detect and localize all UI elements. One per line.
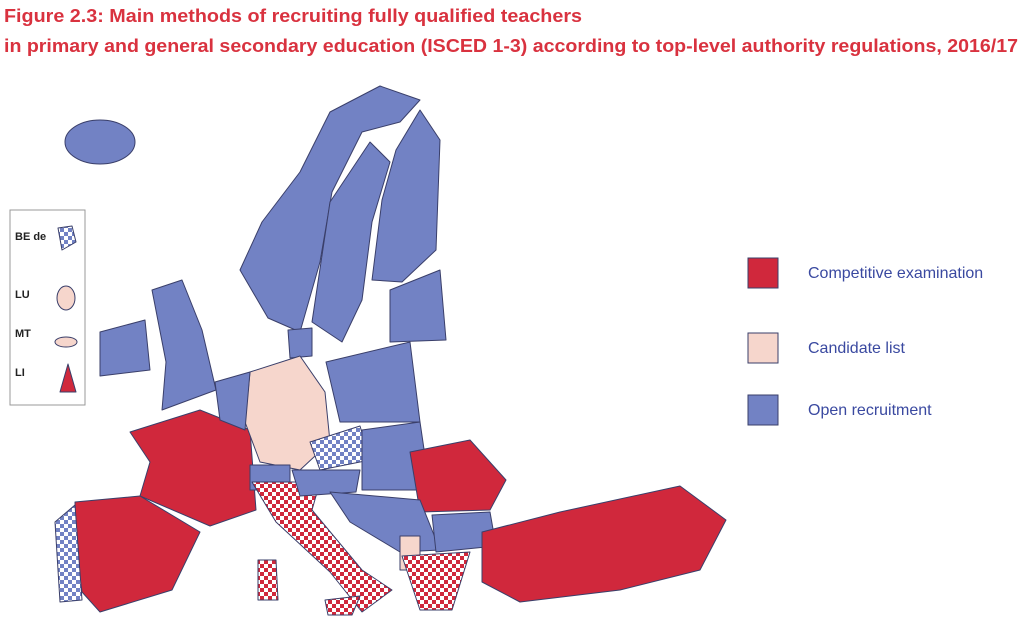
legend-swatch <box>747 394 779 426</box>
denmark <box>287 327 313 359</box>
poland <box>325 341 421 423</box>
sardinia <box>257 559 279 601</box>
france <box>129 409 257 527</box>
united-kingdom <box>151 279 217 411</box>
legend-label: Open recruitment <box>808 402 932 419</box>
finland <box>371 109 441 283</box>
legend-swatch <box>747 257 779 289</box>
inset-shape <box>56 285 76 311</box>
title-line: Figure 2.3: Main methods of recruiting f… <box>4 6 582 26</box>
portugal <box>54 504 83 603</box>
legend-swatch <box>747 332 779 364</box>
turkey <box>481 485 727 603</box>
inset-label: MT <box>15 328 31 340</box>
ireland <box>99 319 151 377</box>
inset-shape <box>54 336 78 348</box>
inset: BE de LU MT LI <box>9 209 86 406</box>
inset-shape <box>57 225 77 251</box>
legend-label: Candidate list <box>808 340 906 357</box>
austria <box>291 469 361 497</box>
sicily <box>324 595 361 616</box>
baltics <box>389 269 447 343</box>
map <box>54 85 727 616</box>
inset-label: BE de <box>15 231 46 243</box>
legend: Competitive examination Candidate list Ope… <box>747 257 983 426</box>
romania <box>409 439 507 513</box>
greece <box>401 551 471 611</box>
legend-label: Competitive examination <box>808 265 983 282</box>
benelux <box>214 371 251 431</box>
inset-label: LU <box>15 289 30 301</box>
iceland <box>64 119 136 165</box>
title-line: in primary and general secondary educati… <box>4 36 1018 56</box>
sweden <box>311 141 391 343</box>
inset-shape <box>59 363 77 393</box>
inset-label: LI <box>15 367 25 379</box>
